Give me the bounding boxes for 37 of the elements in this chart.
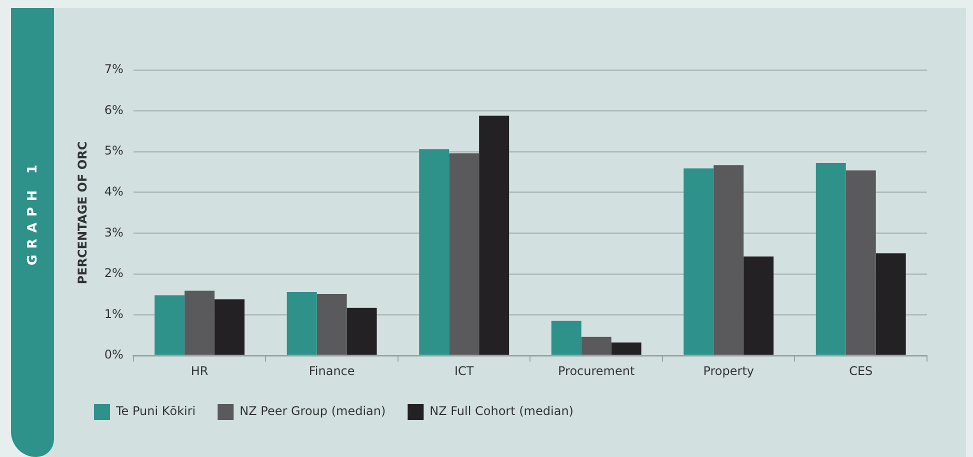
y-tick-label: 5% [104, 144, 124, 158]
y-tick-label: 4% [104, 184, 124, 199]
bar [449, 153, 480, 355]
x-tick-label: Property [703, 364, 754, 378]
x-tick-label: CES [849, 364, 873, 378]
y-tick-label: 2% [104, 266, 124, 280]
y-tick-label: 7% [104, 62, 124, 76]
bar [816, 163, 846, 355]
legend-label: Te Puni Kōkiri [115, 404, 196, 418]
bar [316, 294, 347, 355]
bar [846, 170, 876, 355]
bar [154, 295, 185, 355]
x-tick-label: ICT [454, 364, 474, 378]
bar [479, 116, 510, 355]
bar [286, 292, 317, 355]
bar [714, 165, 744, 355]
bar [581, 336, 612, 355]
legend-label: NZ Peer Group (median) [240, 404, 386, 418]
y-tick-label: 6% [104, 102, 124, 117]
bar [684, 168, 714, 355]
bar [876, 253, 906, 355]
y-axis-title: PERCENTAGE OF ORC [75, 141, 90, 284]
bar [551, 320, 582, 355]
x-tick-label: Procurement [558, 364, 635, 378]
y-tick-label: 3% [104, 225, 124, 240]
bar [214, 299, 245, 355]
bar [184, 290, 215, 355]
x-tick-label: Finance [308, 364, 355, 378]
y-tick-label: 1% [104, 306, 124, 321]
legend-label: NZ Full Cohort (median) [430, 404, 574, 418]
bar [744, 256, 774, 355]
x-tick-label: HR [190, 364, 208, 378]
bar [611, 342, 642, 355]
y-tick-label: 0% [104, 348, 124, 362]
bar [346, 308, 377, 355]
bar [419, 149, 450, 355]
text: GRAPH 1 [26, 158, 40, 266]
